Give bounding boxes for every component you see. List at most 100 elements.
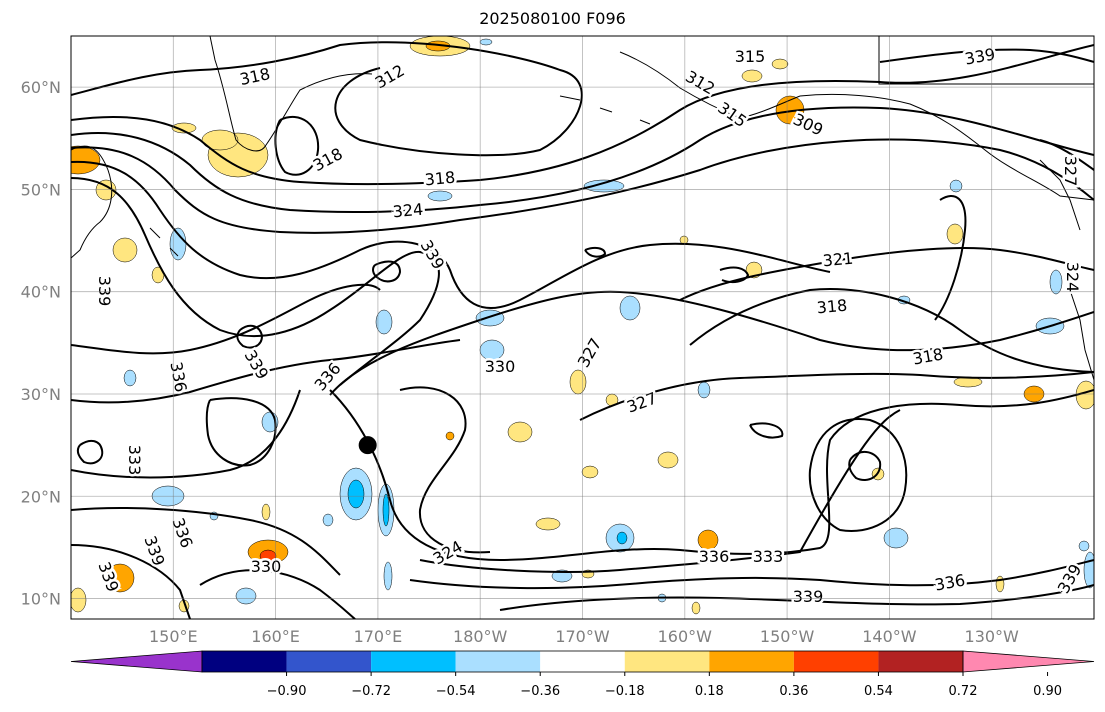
lon-tick-label: 130°W (965, 627, 1020, 646)
contour-line (689, 288, 1094, 373)
contour-label: 327 (574, 335, 606, 371)
contour-line (71, 544, 191, 619)
contour-line (749, 422, 784, 439)
shading-patch (883, 527, 909, 549)
coastline-alaska-south (799, 93, 1094, 201)
lat-tick-label: 20°N (21, 487, 61, 506)
contour-line (329, 290, 1094, 396)
shading-patch (383, 561, 393, 591)
shading-patch (949, 179, 963, 193)
contour-label: 336 (699, 547, 730, 566)
contour-label: 339 (140, 533, 168, 568)
shading-patch (123, 369, 137, 387)
contour-label: 339 (793, 587, 824, 606)
contour-label-halo: 315 (735, 47, 766, 66)
coastline-us-west (1064, 264, 1094, 381)
contour-line (934, 195, 967, 321)
shading-patch (171, 122, 197, 134)
lon-tick-label: 170°W (555, 627, 610, 646)
contour-line (71, 106, 1094, 214)
coastline-canada-border (878, 36, 1094, 85)
latitude-labels: 10°N 20°N 30°N 40°N 50°N 60°N (21, 78, 61, 608)
contour-label-halo: 324 (1063, 262, 1082, 293)
shading-patch (745, 261, 763, 279)
contour-line (719, 266, 750, 284)
gridlines (71, 36, 1094, 619)
lon-tick-label: 150°W (760, 627, 815, 646)
contour-label: 339 (95, 276, 114, 307)
map-title: 2025080100 F096 (479, 9, 626, 28)
lat-tick-label: 40°N (21, 283, 61, 302)
contour-line (274, 115, 320, 176)
contour-label: 318 (310, 144, 346, 175)
contour-label-halo: 330 (251, 557, 282, 576)
lat-tick-label: 10°N (21, 590, 61, 609)
shading-patch (581, 465, 599, 479)
contour-line (71, 389, 301, 479)
shading-patch (946, 223, 964, 245)
contour-line (879, 48, 1094, 63)
contour-label-halo: 333 (125, 445, 144, 476)
contour-label: 336 (166, 360, 190, 393)
shading-patch (741, 69, 763, 83)
shading-patch (322, 513, 334, 527)
contour-line (419, 409, 901, 573)
contour-label-halo: 333 (753, 547, 784, 566)
lon-tick-label: 150°E (149, 627, 198, 646)
shading-patch (479, 38, 493, 46)
shading-patch (995, 575, 1005, 593)
shading-patch (697, 529, 719, 551)
contour-line (399, 386, 491, 554)
contour-label: 333 (125, 445, 144, 476)
contour-line (409, 559, 1094, 590)
contour-line (329, 389, 1094, 562)
shading-patch (105, 563, 135, 593)
shading-patch (697, 381, 711, 399)
lon-tick-label: 180°W (453, 627, 508, 646)
shading-patch (619, 295, 641, 321)
contour-label: 315 (735, 47, 766, 66)
coastline-kamchatka (71, 145, 113, 259)
map-frame (70, 35, 1095, 620)
shading-patch (616, 531, 628, 545)
lon-tick-label: 170°E (354, 627, 403, 646)
lat-tick-label: 50°N (21, 180, 61, 199)
contour-label: 312 (682, 67, 718, 99)
lon-tick-label: 140°W (862, 627, 917, 646)
contour-label: 336 (168, 515, 196, 550)
contour-label-halo: 327 (1061, 156, 1080, 187)
shading-patch (445, 431, 455, 441)
shading-patch (201, 129, 239, 151)
contour-label: 339 (417, 237, 449, 273)
contour-label: 333 (753, 547, 784, 566)
contour-label: 327 (1061, 156, 1080, 187)
shading-patch (1049, 269, 1063, 295)
shading-patch (112, 237, 138, 263)
contour-label: 327 (624, 388, 659, 416)
shading-patch (375, 309, 393, 335)
contour-label: 321 (822, 249, 854, 271)
contour-line (71, 44, 1094, 186)
contour-line (848, 451, 882, 481)
coastline-siberia (209, 36, 373, 152)
contour-label: 309 (790, 109, 826, 139)
shading-patch (235, 587, 257, 605)
contour-line (71, 160, 831, 310)
contour-label: 339 (1054, 561, 1086, 597)
contour-line (76, 439, 104, 465)
contour-line (71, 138, 1094, 234)
contour-label-halo: 339 (793, 587, 824, 606)
coastline-kuril (149, 227, 179, 257)
shading-patch (71, 145, 101, 175)
contour-label: 330 (251, 557, 282, 576)
shading-patch (382, 493, 390, 527)
contour-line (71, 177, 440, 386)
contour-label: 330 (485, 357, 516, 376)
contour-line (71, 507, 341, 576)
contour-label: 339 (241, 347, 273, 383)
contour-line (199, 569, 356, 619)
shading-patch (427, 190, 453, 202)
shading-patch (347, 479, 365, 509)
